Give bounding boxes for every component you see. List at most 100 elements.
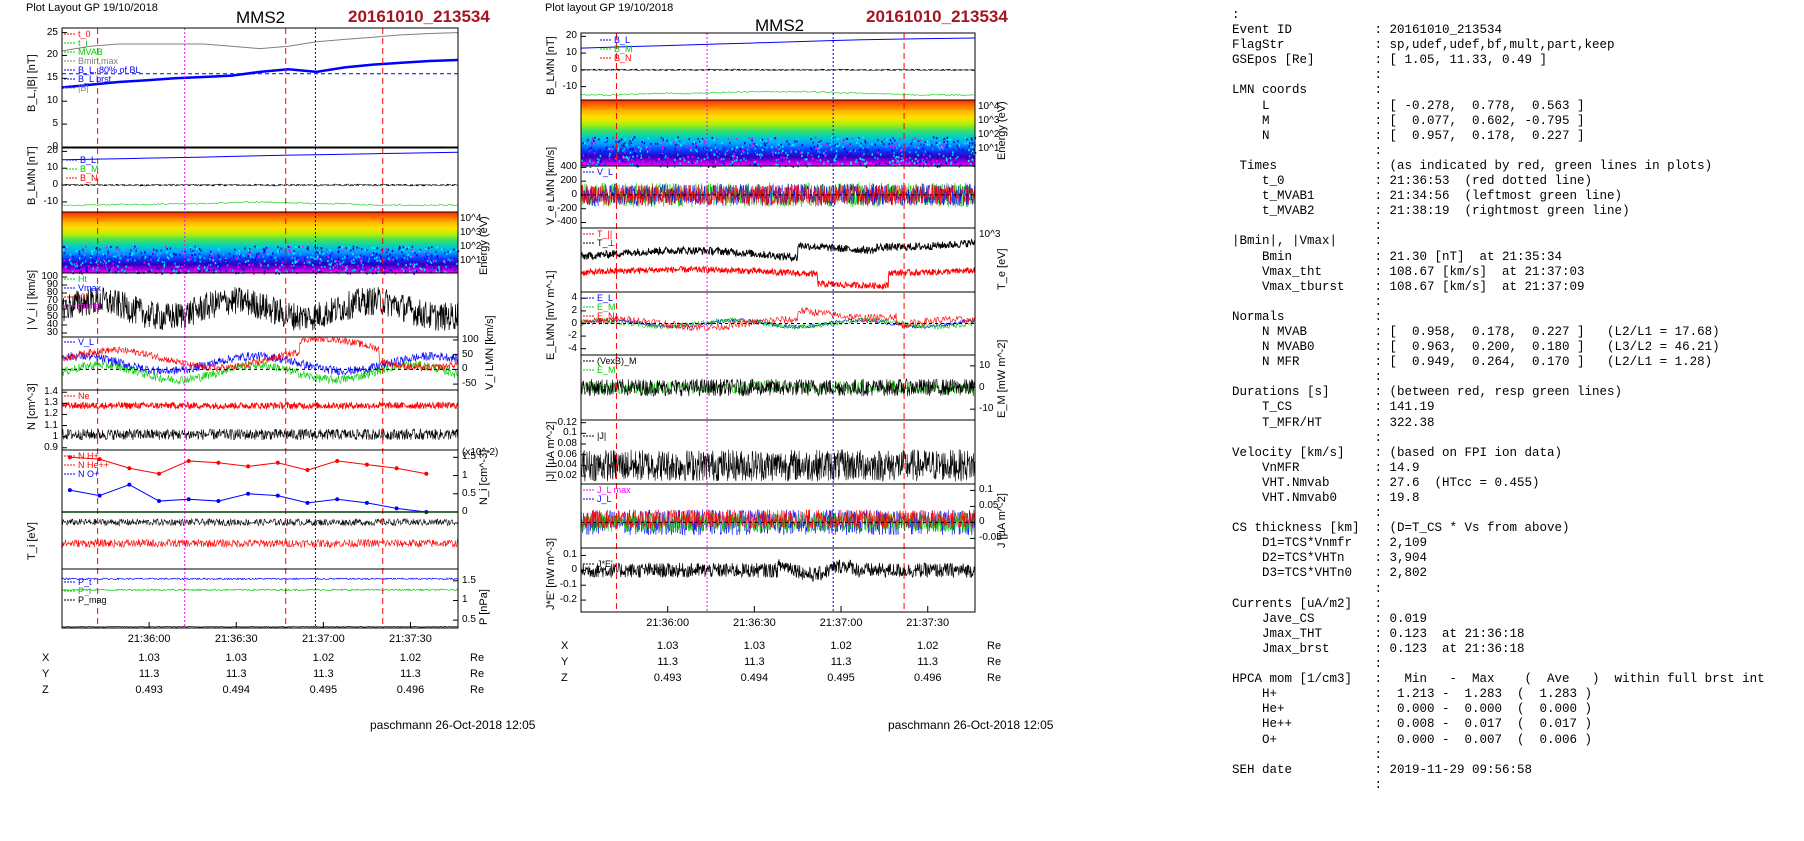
spectrogram-pixel — [830, 164, 832, 167]
spectrogram-pixel — [115, 248, 118, 251]
spectrogram-pixel — [755, 163, 758, 166]
spectrogram-pixel — [246, 264, 249, 267]
spectrogram-pixel — [759, 139, 762, 142]
spectrogram-pixel — [209, 250, 212, 253]
spectrogram-pixel — [135, 271, 138, 274]
spectrogram-pixel — [675, 138, 677, 141]
spectrogram-pixel — [825, 150, 827, 153]
spectrogram-pixel — [318, 268, 320, 271]
spectrogram-pixel — [773, 137, 775, 140]
spectrogram-pixel — [707, 165, 710, 168]
spectrogram-pixel — [155, 249, 158, 252]
spectrogram-pixel — [326, 248, 328, 251]
spectrogram-pixel — [160, 249, 163, 252]
spectrogram-pixel — [396, 256, 398, 259]
spectrogram-pixel — [275, 269, 277, 272]
ytick-label: 20 — [565, 30, 577, 42]
spectrogram-pixel — [856, 141, 858, 144]
spectrogram-pixel — [341, 265, 344, 268]
spectrogram-pixel — [170, 253, 172, 256]
spectrogram-pixel — [657, 142, 659, 145]
spectrogram-pixel — [191, 252, 193, 255]
spectrogram-pixel — [104, 260, 106, 263]
spectrogram-pixel — [917, 140, 920, 143]
spectrogram-pixel — [804, 163, 807, 166]
spectrogram-pixel — [344, 266, 347, 269]
ytick-label: 80 — [46, 287, 58, 298]
spectrogram-pixel — [763, 142, 766, 145]
spectrogram-pixel — [330, 270, 333, 273]
spectrogram-pixel — [192, 248, 195, 251]
spectrogram-pixel — [107, 270, 109, 273]
spectrogram-pixel — [662, 148, 664, 151]
spectrogram-pixel — [251, 250, 254, 253]
spectrogram-pixel — [194, 259, 196, 262]
spectrogram-pixel — [377, 271, 380, 274]
spectrogram-pixel — [926, 157, 928, 160]
spectrogram-pixel — [289, 246, 292, 249]
spectrogram-pixel — [737, 142, 739, 145]
spectrogram-pixel — [277, 269, 279, 272]
spectrogram-pixel — [152, 252, 154, 255]
spectrogram-pixel — [957, 140, 959, 143]
spectrogram-pixel — [962, 148, 964, 151]
spectrogram-pixel — [877, 149, 880, 152]
spectrogram-pixel — [194, 268, 196, 271]
spectrogram-pixel — [144, 256, 147, 259]
legend-item: T_|| — [597, 229, 613, 239]
spectrogram-pixel — [252, 256, 255, 259]
spectrogram-pixel — [751, 137, 753, 140]
spectrogram-pixel — [240, 266, 242, 269]
spectrogram-pixel — [604, 141, 607, 144]
spectrogram-pixel — [852, 139, 854, 142]
spectrogram-pixel — [236, 252, 238, 255]
spectrogram-pixel — [836, 143, 839, 146]
right-plot-event: 20161010_213534 — [866, 7, 1008, 26]
spectrogram-pixel — [846, 137, 849, 140]
spectrogram-pixel — [455, 261, 458, 264]
spectrogram-pixel — [806, 158, 808, 161]
legend-item: t_0 — [78, 29, 91, 39]
info-line: HPCA mom [1/cm3] : Min - Max ( Ave ) wit… — [1232, 672, 1765, 687]
spectrogram-pixel — [970, 146, 973, 149]
spectrogram-pixel — [447, 258, 450, 261]
spectrogram-pixel — [600, 136, 602, 139]
spectrogram-pixel — [150, 269, 153, 272]
spectrogram-pixel — [103, 245, 106, 248]
ytick-label: 10^3 — [979, 229, 1001, 240]
spectrogram-pixel — [724, 154, 726, 157]
ytick-label: 0 — [52, 179, 58, 191]
spectrogram-pixel — [842, 146, 844, 149]
spectrogram-pixel — [440, 268, 442, 271]
spectrogram-pixel — [403, 257, 406, 260]
spectrogram-pixel — [798, 150, 801, 153]
spectrogram-pixel — [418, 250, 421, 253]
left-ephem-value: 1.02 — [312, 652, 335, 664]
spectrogram-pixel — [376, 256, 378, 259]
spectrogram-pixel — [304, 256, 306, 259]
spectrogram-pixel — [835, 150, 838, 153]
spectrogram-pixel — [194, 253, 196, 256]
series-ViM — [61, 336, 459, 373]
spectrogram-pixel — [607, 152, 610, 155]
series-JE — [580, 559, 976, 582]
spectrogram-pixel — [392, 257, 394, 260]
spectrogram-pixel — [935, 159, 938, 162]
spectrogram-pixel — [346, 255, 349, 258]
spectrogram-pixel — [729, 142, 731, 145]
series-Ti-par — [61, 517, 459, 527]
spectrogram-pixel — [699, 142, 702, 145]
spectrogram-pixel — [608, 147, 611, 150]
spectrogram-pixel — [792, 165, 795, 168]
spectrogram-pixel — [816, 150, 818, 153]
ytick-label: 400 — [560, 161, 577, 173]
spectrogram-pixel — [901, 157, 903, 160]
spectrogram-pixel — [76, 264, 79, 267]
spectrogram-pixel — [118, 261, 121, 264]
spectrogram-pixel — [303, 258, 306, 261]
spectrogram-pixel — [293, 264, 295, 267]
spectrogram-pixel — [286, 271, 288, 274]
spectrogram-pixel — [294, 259, 297, 262]
legend-item: J_L max — [597, 485, 631, 495]
spectrogram-pixel — [91, 269, 94, 272]
